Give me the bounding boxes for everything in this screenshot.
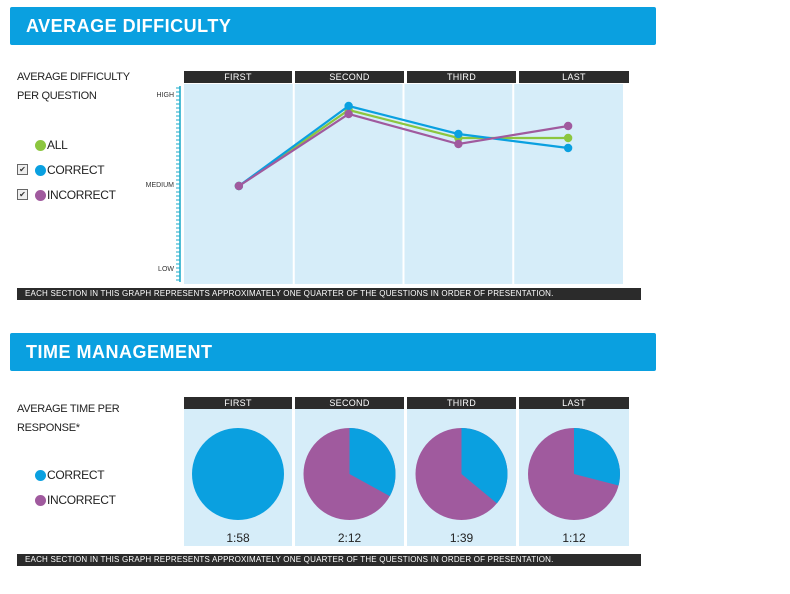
series-point-incorrect-third bbox=[454, 139, 463, 149]
legend-incorrect-label: INCORRECT bbox=[47, 188, 116, 202]
difficulty-side-label: AVERAGE DIFFICULTY PER QUESTION bbox=[17, 68, 147, 106]
time-legend-correct: CORRECT bbox=[35, 467, 105, 483]
line-chart-axis bbox=[176, 86, 181, 282]
time-footer-note: EACH SECTION IN THIS GRAPH REPRESENTS AP… bbox=[17, 554, 641, 566]
series-point-incorrect-first bbox=[234, 181, 244, 191]
series-point-correct-third bbox=[454, 129, 463, 139]
time-col-second: SECOND bbox=[295, 397, 404, 409]
time-management-title: TIME MANAGEMENT bbox=[26, 342, 213, 362]
legend-correct[interactable]: CORRECT bbox=[35, 162, 105, 178]
difficulty-line-chart: HIGH MEDIUM LOW bbox=[146, 84, 623, 284]
difficulty-side-label-line1: AVERAGE DIFFICULTY bbox=[17, 71, 130, 83]
legend-correct-dot bbox=[35, 164, 46, 176]
pie-slice-correct-third bbox=[461, 428, 508, 504]
time-legend-incorrect-dot bbox=[35, 494, 46, 506]
incorrect-checkbox[interactable]: ✔ bbox=[17, 189, 28, 200]
pie-slice-correct-first bbox=[192, 428, 284, 520]
series-line-incorrect bbox=[238, 112, 569, 187]
y-tick-label-medium: MEDIUM bbox=[146, 182, 175, 189]
time-col-last: LAST bbox=[519, 397, 629, 409]
pie-chart-second bbox=[303, 428, 396, 520]
line-chart-background bbox=[184, 84, 623, 284]
time-legend-incorrect-label: INCORRECT bbox=[47, 493, 116, 507]
average-difficulty-title: AVERAGE DIFFICULTY bbox=[26, 16, 232, 36]
pie-chart-third bbox=[415, 428, 508, 520]
time-side-label-line1: AVERAGE TIME PER bbox=[17, 403, 120, 415]
series-point-incorrect-last bbox=[563, 121, 573, 131]
y-tick-label-low: LOW bbox=[158, 266, 174, 273]
average-difficulty-header: AVERAGE DIFFICULTY bbox=[10, 7, 656, 45]
pie-cell-last: 1:12 bbox=[519, 409, 629, 546]
series-line-all bbox=[238, 108, 569, 187]
legend-incorrect[interactable]: INCORRECT bbox=[35, 187, 116, 203]
legend-all-dot bbox=[35, 139, 46, 151]
legend-all-label: ALL bbox=[47, 138, 68, 152]
time-col-third: THIRD bbox=[407, 397, 516, 409]
time-legend-incorrect: INCORRECT bbox=[35, 492, 116, 508]
series-point-all-last bbox=[563, 133, 573, 143]
difficulty-footer-note: EACH SECTION IN THIS GRAPH REPRESENTS AP… bbox=[17, 288, 641, 300]
line-chart-y-tick-labels: HIGH MEDIUM LOW bbox=[146, 92, 175, 273]
correct-checkbox[interactable]: ✔ bbox=[17, 164, 28, 175]
time-management-header: TIME MANAGEMENT bbox=[10, 333, 656, 371]
pie-cell-third: 1:39 bbox=[407, 409, 516, 546]
series-point-correct-second bbox=[344, 101, 353, 111]
pie-time-third: 1:39 bbox=[449, 531, 474, 545]
time-side-label-line2: RESPONSE* bbox=[17, 422, 80, 434]
legend-all[interactable]: ALL bbox=[35, 137, 68, 153]
pie-chart-first bbox=[192, 428, 284, 520]
legend-incorrect-dot bbox=[35, 189, 46, 201]
difficulty-col-third: THIRD bbox=[407, 71, 516, 83]
legend-correct-label: CORRECT bbox=[47, 163, 105, 177]
time-col-first: FIRST bbox=[184, 397, 292, 409]
difficulty-col-first: FIRST bbox=[184, 71, 292, 83]
pie-slice-correct-last bbox=[574, 428, 620, 486]
pie-time-second: 2:12 bbox=[337, 531, 362, 545]
pie-chart-last bbox=[528, 428, 620, 520]
pie-time-last: 1:12 bbox=[562, 531, 586, 545]
time-legend-correct-label: CORRECT bbox=[47, 468, 105, 482]
pie-cell-second: 2:12 bbox=[295, 409, 404, 546]
series-point-incorrect-second bbox=[344, 109, 353, 119]
time-side-label: AVERAGE TIME PER RESPONSE* bbox=[17, 400, 147, 438]
difficulty-side-label-line2: PER QUESTION bbox=[17, 90, 97, 102]
difficulty-col-last: LAST bbox=[519, 71, 629, 83]
series-line-correct bbox=[238, 104, 569, 187]
series-point-correct-last bbox=[563, 143, 573, 153]
y-tick-label-high: HIGH bbox=[157, 92, 175, 99]
line-chart-series bbox=[234, 101, 573, 191]
pie-time-first: 1:58 bbox=[226, 531, 250, 545]
pie-slice-correct-second bbox=[349, 428, 396, 497]
pie-cell-first: 1:58 bbox=[184, 409, 292, 546]
difficulty-col-second: SECOND bbox=[295, 71, 404, 83]
time-legend-correct-dot bbox=[35, 469, 46, 481]
